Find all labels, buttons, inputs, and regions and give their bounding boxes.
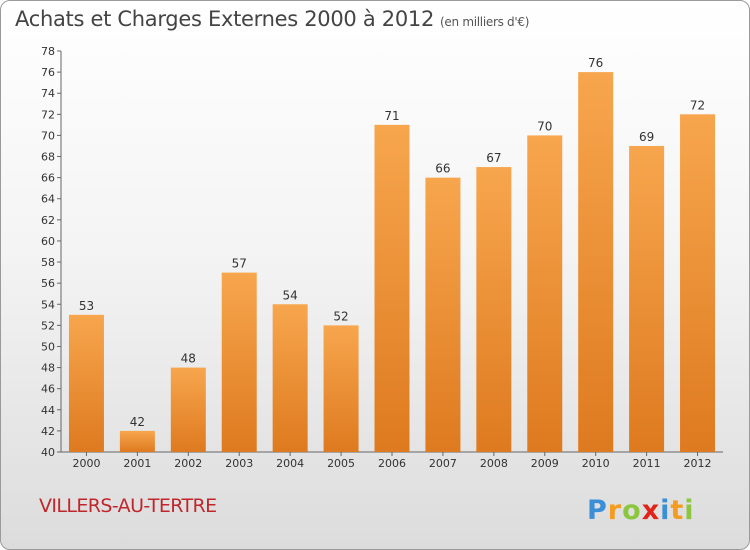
x-tick-label: 2008	[480, 457, 508, 470]
y-tick-label: 58	[41, 256, 55, 269]
commune-name: VILLERS-AU-TERTRE	[39, 495, 217, 517]
x-tick-label: 2012	[684, 457, 712, 470]
y-tick-label: 60	[41, 235, 55, 248]
x-tick-label: 2002	[174, 457, 202, 470]
bar	[272, 304, 308, 452]
x-tick-label: 2007	[429, 457, 457, 470]
bar-value-label: 48	[181, 352, 196, 366]
x-tick-label: 2006	[378, 457, 406, 470]
y-tick-label: 64	[41, 193, 55, 206]
y-tick-label: 56	[41, 277, 55, 290]
x-tick-label: 2005	[327, 457, 355, 470]
chart-title: Achats et Charges Externes 2000 à 2012 (e…	[15, 7, 529, 31]
bar	[221, 272, 257, 452]
bar	[323, 325, 359, 452]
bar	[374, 124, 410, 453]
y-tick-label: 62	[41, 214, 55, 227]
bar-value-label: 54	[283, 288, 298, 302]
y-tick-label: 42	[41, 425, 55, 438]
bar-value-label: 52	[333, 309, 348, 323]
bar	[68, 314, 104, 452]
proxiti-logo: Proxiti	[587, 495, 695, 526]
x-tick-label: 2000	[72, 457, 100, 470]
bar	[119, 430, 155, 452]
x-tick-label: 2003	[225, 457, 253, 470]
y-tick-label: 66	[41, 172, 55, 185]
chart-subtitle: (en milliers d'€)	[440, 15, 530, 29]
x-tick-label: 2004	[276, 457, 304, 470]
y-tick-label: 78	[41, 45, 55, 58]
bar-value-label: 70	[537, 119, 552, 133]
bar	[578, 72, 614, 453]
y-tick-label: 46	[41, 383, 55, 396]
y-tick-label: 52	[41, 319, 55, 332]
bar-value-label: 69	[639, 130, 654, 144]
y-tick-label: 44	[41, 404, 55, 417]
plot-area: 40 42 44 46 48 50 52 54 56 58 60 62 64 66 68 70 72 74 76 78…	[41, 45, 723, 470]
y-tick-label: 76	[41, 66, 55, 79]
bar	[425, 177, 461, 452]
bar-value-label: 53	[79, 299, 94, 313]
bar-value-label: 66	[435, 162, 450, 176]
x-tick-label: 2001	[123, 457, 151, 470]
bar	[527, 135, 563, 452]
y-tick-label: 74	[41, 87, 55, 100]
bar-value-label: 57	[232, 257, 247, 271]
svg-text:Proxiti: Proxiti	[587, 495, 695, 526]
chart-title-text: Achats et Charges Externes 2000 à 2012	[15, 7, 435, 31]
bar-value-label: 71	[384, 109, 399, 123]
bar-value-label: 76	[588, 56, 603, 70]
y-tick-label: 48	[41, 362, 55, 375]
x-tick-label: 2011	[633, 457, 661, 470]
bar-value-label: 42	[130, 415, 145, 429]
bar	[476, 167, 512, 452]
bar	[629, 145, 665, 452]
bar-value-label: 72	[690, 98, 705, 112]
y-tick-label: 70	[41, 129, 55, 142]
y-tick-label: 40	[41, 446, 55, 459]
y-tick-label: 50	[41, 340, 55, 353]
x-tick-label: 2010	[582, 457, 610, 470]
y-tick-label: 72	[41, 108, 55, 121]
x-tick-label: 2009	[531, 457, 559, 470]
y-tick-label: 68	[41, 151, 55, 164]
bar	[170, 367, 206, 452]
bar-value-label: 67	[486, 151, 501, 165]
y-tick-label: 54	[41, 298, 55, 311]
bar	[680, 114, 716, 452]
